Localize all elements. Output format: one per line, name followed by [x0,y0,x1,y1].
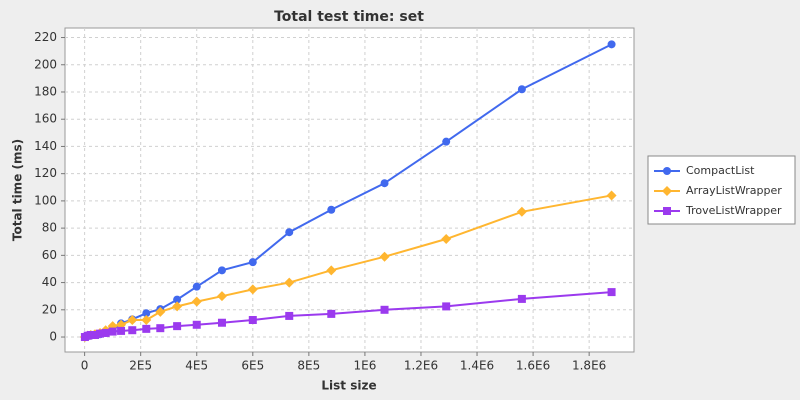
marker [192,282,201,291]
marker [142,324,151,333]
marker [191,296,202,307]
x-axis-label: List size [321,379,376,393]
marker [663,167,671,175]
marker [217,266,226,275]
marker [607,40,616,49]
x-tick-label: 1E6 [353,359,376,373]
x-tick-label: 1.8E6 [572,359,606,373]
marker [379,251,390,262]
legend-label: CompactList [686,164,755,177]
y-tick-label: 60 [42,248,57,262]
y-tick-label: 40 [42,275,57,289]
marker [156,324,165,333]
y-tick-label: 120 [34,166,57,180]
y-tick-label: 140 [34,139,57,153]
marker [516,206,527,217]
marker [172,301,183,312]
marker [248,316,257,325]
marker [285,228,294,237]
x-tick-label: 8E5 [297,359,320,373]
marker [517,85,526,94]
marker [248,258,257,267]
marker [285,311,294,320]
marker [173,322,182,331]
marker [326,265,337,276]
marker [108,327,117,336]
y-tick-label: 0 [49,330,57,344]
marker [142,309,151,318]
marker [662,186,672,196]
marker [128,326,137,335]
marker [86,330,95,339]
marker [127,315,138,326]
marker [155,306,166,317]
x-tick-label: 2E5 [129,359,152,373]
y-axis-label: Total time (ms) [11,139,25,241]
x-tick-label: 0 [81,359,89,373]
x-tick-label: 1.4E6 [460,359,494,373]
y-tick-label: 80 [42,221,57,235]
marker [327,205,336,214]
marker [284,277,295,288]
marker [441,234,452,245]
marker [442,302,451,311]
x-tick-label: 6E5 [241,359,264,373]
marker [327,309,336,318]
marker [380,305,389,314]
y-tick-label: 180 [34,84,57,98]
marker [606,190,617,201]
marker [141,315,152,326]
chart-title: Total test time: set [274,9,424,25]
y-tick-label: 220 [34,30,57,44]
marker [173,295,182,304]
y-tick-label: 20 [42,302,57,316]
marker [216,291,227,302]
x-tick-label: 1.6E6 [516,359,550,373]
legend-label: TroveListWrapper [685,204,782,217]
marker [90,330,99,339]
x-tick-label: 1.2E6 [404,359,438,373]
y-tick-label: 160 [34,112,57,126]
marker [607,288,616,297]
marker [247,284,258,295]
marker [663,207,671,215]
marker [117,326,126,335]
legend-label: ArrayListWrapper [686,184,782,197]
x-tick-label: 4E5 [185,359,208,373]
y-tick-label: 100 [34,193,57,207]
marker [517,294,526,303]
marker [380,179,389,188]
marker [192,320,201,329]
marker [101,328,110,337]
y-tick-label: 200 [34,57,57,71]
marker [96,329,105,338]
marker [217,318,226,327]
marker [442,137,451,146]
